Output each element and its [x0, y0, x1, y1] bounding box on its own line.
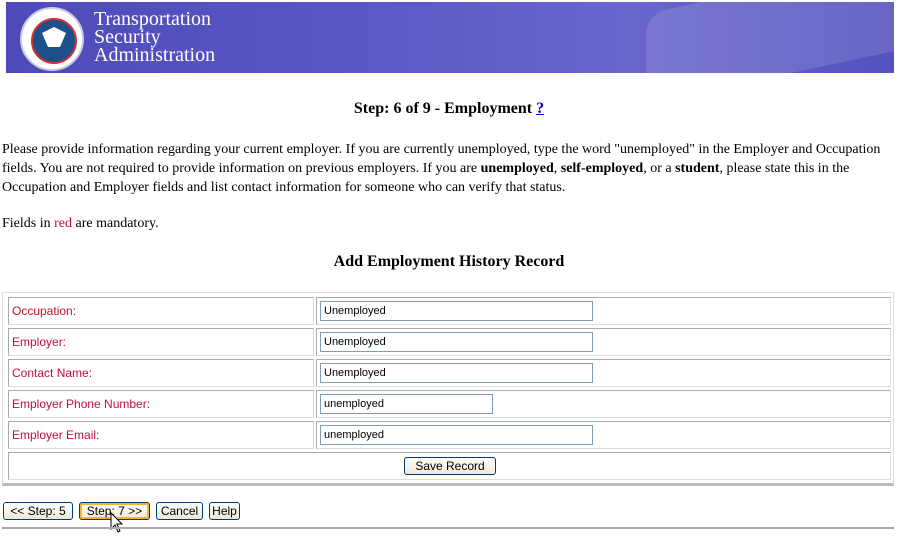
- phone-input[interactable]: [320, 394, 493, 414]
- tsa-banner: Transportation Security Administration: [6, 2, 894, 73]
- email-label: Employer Email:: [8, 421, 314, 449]
- dhs-seal-logo: [20, 7, 84, 71]
- logo-line: Administration: [94, 44, 216, 66]
- employer-label: Employer:: [8, 328, 314, 356]
- text: , or a: [643, 161, 676, 176]
- save-row: Save Record: [8, 452, 891, 480]
- email-input[interactable]: [320, 425, 593, 445]
- text: red: [54, 216, 73, 231]
- flag-graphic: [646, 2, 894, 73]
- phone-cell: [316, 390, 891, 418]
- save-record-button[interactable]: Save Record: [404, 457, 496, 475]
- text: unemployed: [480, 161, 554, 176]
- contact-name-cell: [316, 359, 891, 387]
- occupation-input[interactable]: [320, 301, 593, 321]
- email-cell: [316, 421, 891, 449]
- prev-step-button[interactable]: << Step: 5: [3, 502, 73, 520]
- contact-name-label: Contact Name:: [8, 359, 314, 387]
- section-title: Add Employment History Record: [333, 253, 565, 270]
- text: , please state this in the Occupation an…: [2, 161, 850, 195]
- text: ,: [553, 161, 561, 176]
- text: self-employed: [560, 161, 644, 176]
- logo-line: Transportation: [94, 8, 212, 30]
- instructions: Please provide information regarding you…: [2, 140, 882, 197]
- help-button[interactable]: Help: [209, 502, 240, 520]
- employment-form: Occupation: Employer: Contact Name: Empl…: [2, 292, 894, 486]
- mandatory-note: Fields in red are mandatory.: [2, 216, 159, 232]
- text: are mandatory.: [72, 216, 159, 231]
- occupation-cell: [316, 297, 891, 325]
- page-title: Step: 6 of 9 - Employment ?: [0, 100, 898, 118]
- tsa-logo-text: Transportation Security Administration: [94, 8, 216, 66]
- help-link[interactable]: ?: [536, 100, 545, 117]
- step-title: Step: 6 of 9 - Employment: [353, 100, 533, 117]
- occupation-label: Occupation:: [8, 297, 314, 325]
- text: student: [675, 161, 720, 176]
- phone-label: Employer Phone Number:: [8, 390, 314, 418]
- contact-name-input[interactable]: [320, 363, 593, 383]
- mouse-cursor-icon: [110, 512, 124, 533]
- text: Fields in: [2, 216, 55, 231]
- employer-cell: [316, 328, 891, 356]
- logo-line: Security: [94, 26, 161, 48]
- employer-input[interactable]: [320, 332, 593, 352]
- divider: [2, 527, 894, 529]
- cancel-button[interactable]: Cancel: [156, 502, 203, 520]
- text: Please provide information regarding you…: [2, 142, 881, 176]
